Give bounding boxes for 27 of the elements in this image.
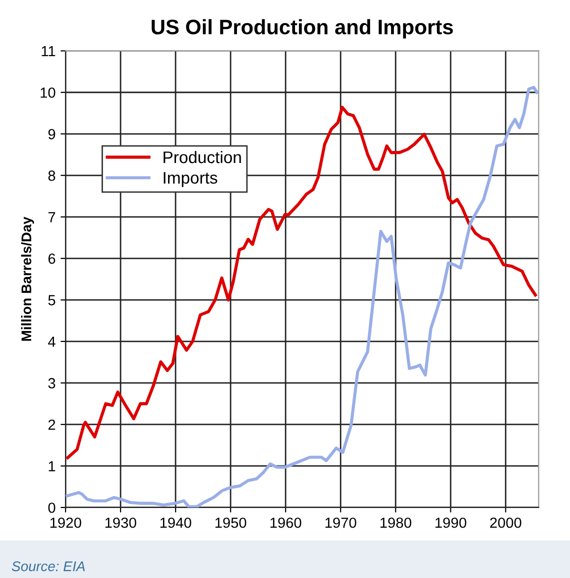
y-tick-label: 9 <box>48 128 56 140</box>
y-tick-label: 4 <box>48 336 56 347</box>
legend-label: Imports <box>164 172 218 188</box>
x-tick-label: 1920 <box>50 518 82 528</box>
y-tick-label: 6 <box>48 254 56 264</box>
x-tick-label: 1950 <box>215 518 246 528</box>
y-tick-label: 10 <box>40 87 56 98</box>
y-tick-label: 1 <box>48 461 56 472</box>
source-note: Source: EIA <box>12 561 85 572</box>
y-axis-title: Million Barrels/Day <box>21 216 34 341</box>
x-tick-label: 2000 <box>490 518 522 528</box>
x-tick-label: 1970 <box>326 518 356 528</box>
y-tick-label: 5 <box>48 295 56 306</box>
y-tick-label: 2 <box>48 420 56 430</box>
x-tick-label: 1980 <box>380 518 412 528</box>
x-tick-label: 1930 <box>105 518 136 528</box>
y-tick-label: 7 <box>48 212 56 222</box>
legend-label: Production <box>164 150 241 164</box>
x-tick-label: 1960 <box>270 518 302 528</box>
y-tick-label: 3 <box>48 378 56 388</box>
chart-title: US Oil Production and Imports <box>152 19 453 39</box>
y-tick-label: 0 <box>48 502 56 513</box>
x-tick-label: 1940 <box>160 518 192 528</box>
x-tick-label: 1990 <box>436 518 466 528</box>
y-tick-label: 8 <box>48 170 56 181</box>
y-tick-label: 11 <box>42 46 56 56</box>
line-series <box>66 106 537 460</box>
